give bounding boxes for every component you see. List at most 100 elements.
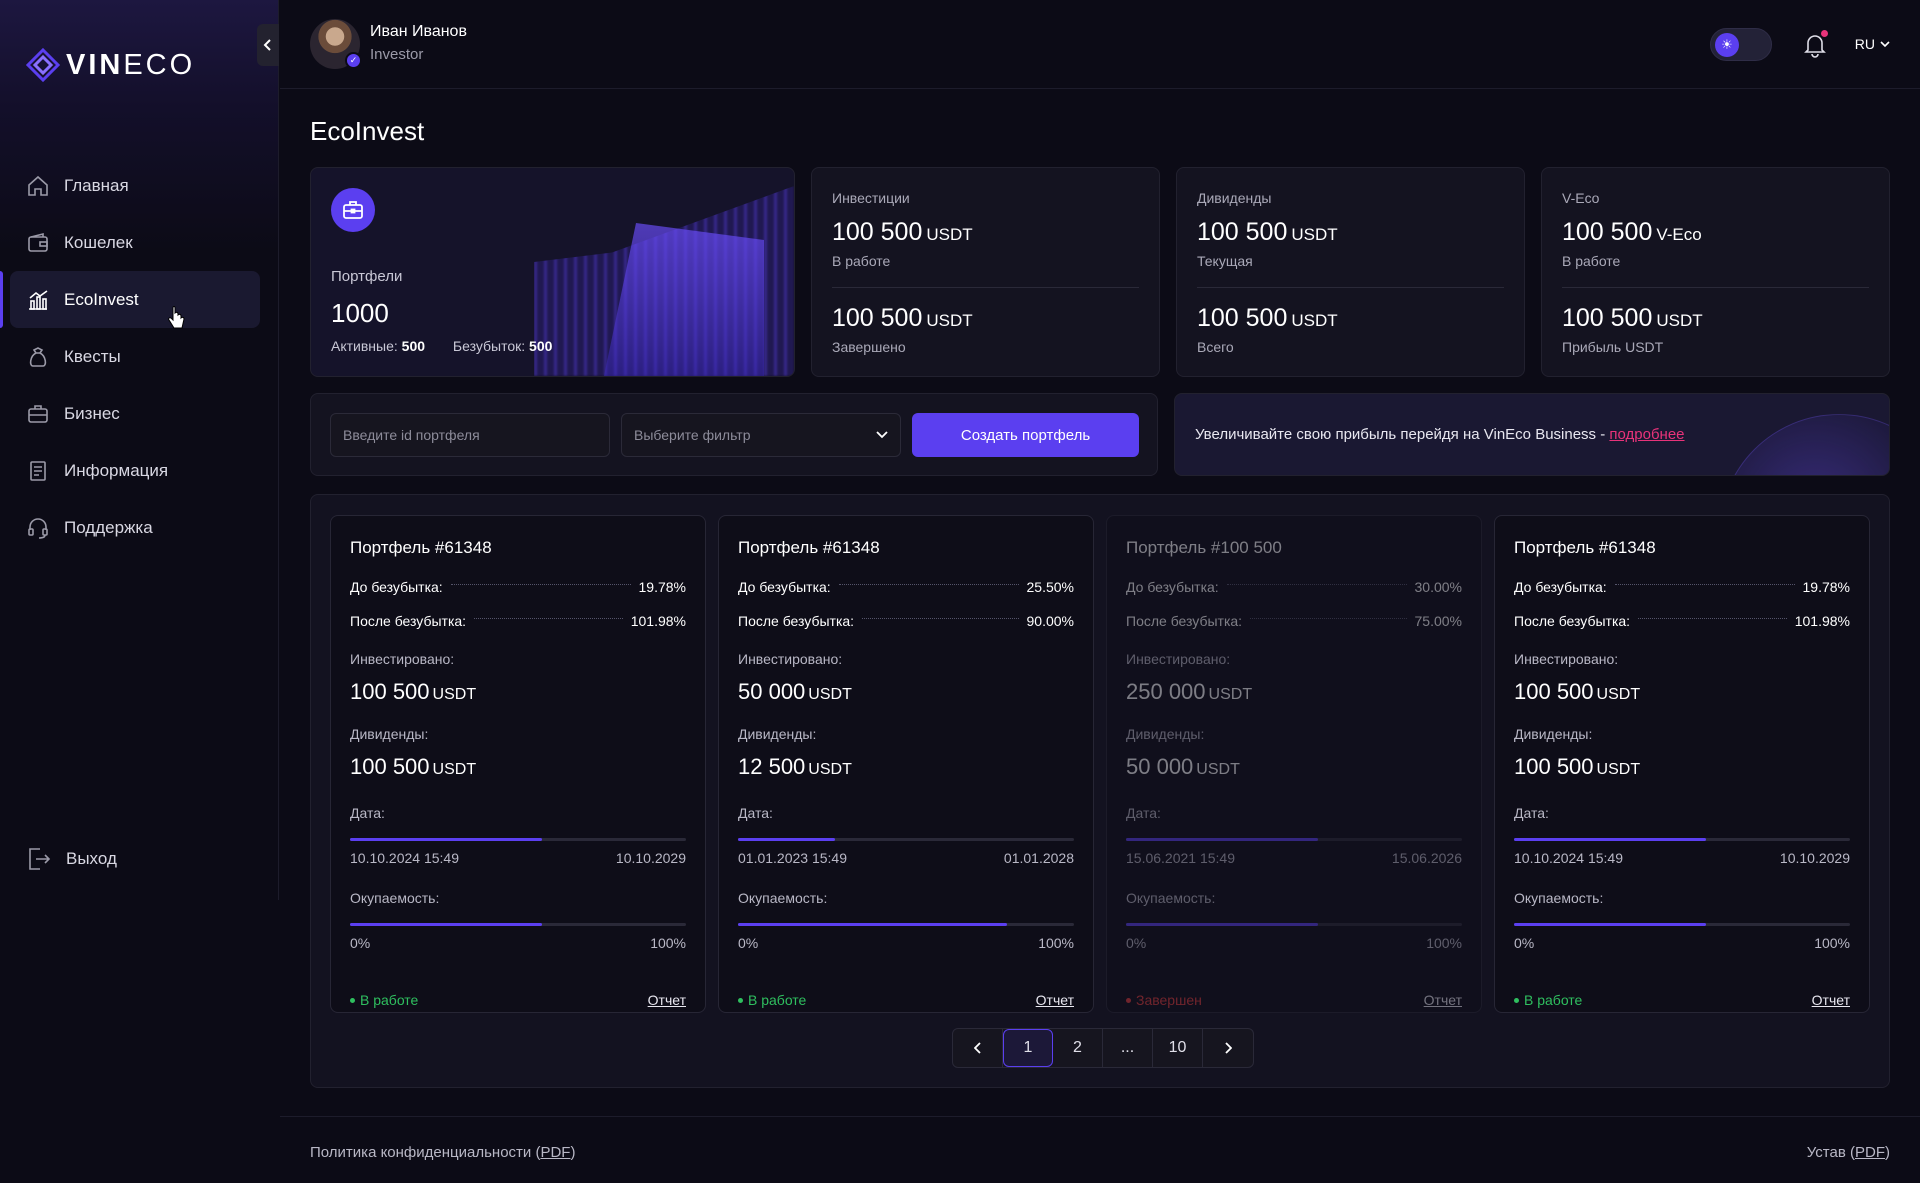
- next-page-button[interactable]: [1203, 1029, 1253, 1067]
- charter-link[interactable]: Устав (PDF): [1806, 1144, 1890, 1161]
- page-title: EcoInvest: [310, 116, 425, 146]
- status-badge: В работе: [350, 992, 418, 1008]
- sidebar-item-label: Бизнес: [64, 403, 120, 423]
- dividends-value: 12 500 USDT: [738, 754, 852, 779]
- chevron-left-icon: [973, 1042, 981, 1054]
- home-icon: [26, 174, 50, 198]
- payback-label: Окупаемость:: [1126, 890, 1216, 906]
- portfolio-title: Портфель #61348: [350, 538, 492, 557]
- payback-progress-bar: [1126, 923, 1462, 926]
- dividends-label: Дивиденды: [1197, 190, 1272, 206]
- avatar[interactable]: ✓: [310, 19, 362, 69]
- sidebar-item-quests[interactable]: Квесты: [10, 328, 260, 385]
- promo-link[interactable]: подробнее: [1609, 426, 1685, 443]
- veco-stat-card: V-Eco 100 500 V-Eco В работе 100 500 USDT …: [1541, 167, 1890, 377]
- bell-icon: [1804, 35, 1826, 58]
- report-link[interactable]: Отчет: [1035, 992, 1074, 1008]
- language-label: RU: [1854, 36, 1875, 52]
- veco-profit-value: 100 500 USDT: [1562, 304, 1703, 332]
- sidebar-item-label: Квесты: [64, 346, 121, 366]
- report-link[interactable]: Отчет: [647, 992, 686, 1008]
- investments-label: Инвестиции: [832, 190, 910, 206]
- page-button[interactable]: 2: [1053, 1029, 1103, 1067]
- dividends-label: Дивиденды:: [350, 726, 429, 742]
- wallet-icon: [26, 231, 50, 255]
- dividends-label: Дивиденды:: [1514, 726, 1593, 742]
- date-label: Дата:: [1514, 805, 1549, 821]
- promo-banner: Увеличивайте свою прибыль перейдя на Vin…: [1174, 393, 1890, 476]
- portfolio-card[interactable]: Портфель #100 500 До безубытка: 30.00% По…: [1106, 515, 1482, 1013]
- date-progress-bar: [1514, 838, 1850, 841]
- sidebar: VINECO Главная Кошелек EcoInvest Квесты …: [0, 0, 279, 900]
- pagination: 1 2... 10: [952, 1028, 1254, 1068]
- portfolio-list: Портфель #61348 До безубытка: 19.78% Посл…: [310, 494, 1890, 1088]
- portfolio-id-input[interactable]: Введите id портфеля: [330, 413, 610, 457]
- payback-label: Окупаемость:: [350, 890, 440, 906]
- logo-text: VINECO: [66, 48, 196, 81]
- portfolios-label: Портфели: [331, 268, 403, 285]
- dividends-total-value: 100 500 USDT: [1197, 304, 1338, 332]
- dividends-current-label: Текущая: [1197, 253, 1253, 269]
- invested-value: 100 500 USDT: [350, 679, 477, 704]
- sidebar-item-label: Кошелек: [64, 232, 133, 252]
- theme-toggle[interactable]: ☀: [1710, 28, 1772, 61]
- language-select[interactable]: RU: [1855, 36, 1890, 52]
- collapse-sidebar-button[interactable]: [257, 24, 279, 66]
- portfolio-card[interactable]: Портфель #61348 До безубытка: 19.78% Посл…: [1494, 515, 1870, 1013]
- notification-dot: [1821, 30, 1828, 37]
- page-button[interactable]: 10: [1153, 1029, 1203, 1067]
- logout-icon: [29, 848, 51, 870]
- sidebar-item-business[interactable]: Бизнес: [10, 385, 260, 442]
- breakeven-before-row: До безубытка: 19.78%: [350, 579, 686, 595]
- sidebar-item-information[interactable]: Информация: [10, 442, 260, 499]
- sun-icon: ☀: [1715, 33, 1739, 57]
- page-button[interactable]: ...: [1103, 1029, 1153, 1067]
- dividends-stat-card: Дивиденды 100 500 USDT Текущая 100 500 USD…: [1176, 167, 1525, 377]
- investments-completed-value: 100 500 USDT: [832, 304, 973, 332]
- divider: [1562, 287, 1869, 288]
- date-range: 10.10.2024 15:49 10.10.2029: [350, 850, 686, 866]
- portfolio-card[interactable]: Портфель #61348 До безубытка: 25.50% Посл…: [718, 515, 1094, 1013]
- create-portfolio-button[interactable]: Создать портфель: [912, 413, 1139, 457]
- invested-value: 100 500 USDT: [1514, 679, 1641, 704]
- sidebar-item-wallet[interactable]: Кошелек: [10, 214, 260, 271]
- briefcase-icon: [331, 188, 375, 232]
- invested-label: Инвестировано:: [1126, 651, 1231, 667]
- portfolio-card[interactable]: Портфель #61348 До безубытка: 19.78% Посл…: [330, 515, 706, 1013]
- report-link[interactable]: Отчет: [1811, 992, 1850, 1008]
- page-button[interactable]: 1: [1003, 1029, 1053, 1067]
- logo[interactable]: VINECO: [26, 48, 195, 82]
- headset-icon: [26, 516, 50, 540]
- status-badge: В работе: [738, 992, 806, 1008]
- veco-active-value: 100 500 V-Eco: [1562, 218, 1702, 246]
- logout-button[interactable]: Выход: [26, 846, 117, 872]
- investments-stat-card: Инвестиции 100 500 USDT В работе 100 500 U…: [811, 167, 1160, 377]
- document-icon: [26, 459, 50, 483]
- investments-active-label: В работе: [832, 253, 891, 269]
- sidebar-item-ecoinvest[interactable]: EcoInvest: [10, 271, 260, 328]
- briefcase-icon: [26, 402, 50, 426]
- veco-active-label: В работе: [1562, 253, 1621, 269]
- prev-page-button[interactable]: [953, 1029, 1003, 1067]
- dividends-label: Дивиденды:: [738, 726, 817, 742]
- payback-label: Окупаемость:: [738, 890, 828, 906]
- filter-bar: Введите id портфеля Выберите фильтр Созд…: [310, 393, 1158, 476]
- divider: [1197, 287, 1504, 288]
- date-progress-bar: [350, 838, 686, 841]
- breakeven-before-row: До безубытка: 25.50%: [738, 579, 1074, 595]
- dividends-value: 100 500 USDT: [1514, 754, 1641, 779]
- payback-progress-bar: [738, 923, 1074, 926]
- date-range: 15.06.2021 15:49 15.06.2026: [1126, 850, 1462, 866]
- date-label: Дата:: [350, 805, 385, 821]
- notifications-button[interactable]: [1802, 30, 1828, 63]
- breakeven-after-row: После безубытка: 101.98%: [350, 613, 686, 629]
- report-link[interactable]: Отчет: [1423, 992, 1462, 1008]
- filter-select[interactable]: Выберите фильтр: [621, 413, 901, 457]
- sidebar-item-support[interactable]: Поддержка: [10, 499, 260, 556]
- privacy-policy-link[interactable]: Политика конфиденциальности (PDF): [310, 1144, 576, 1161]
- payback-range: 0% 100%: [1126, 935, 1462, 951]
- chevron-down-icon: [1880, 41, 1890, 48]
- sidebar-item-home[interactable]: Главная: [10, 157, 260, 214]
- dividends-total-label: Всего: [1197, 339, 1234, 355]
- invested-label: Инвестировано:: [350, 651, 455, 667]
